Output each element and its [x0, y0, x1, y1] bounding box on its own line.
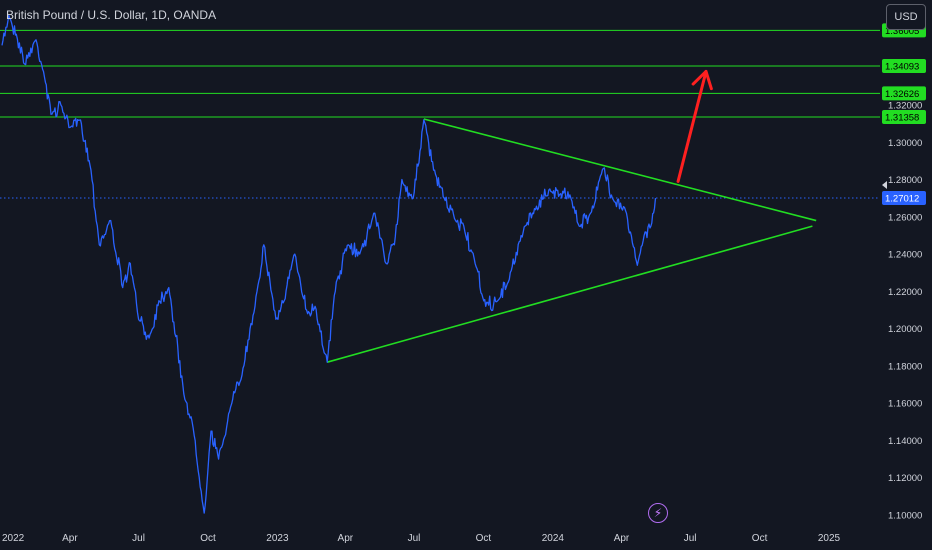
x-tick-label: Oct [200, 533, 216, 544]
y-tick-label: 1.26000 [888, 212, 922, 223]
level-tag-bg [882, 109, 926, 124]
lightning-bolt-icon[interactable]: ⚡ [648, 503, 668, 523]
x-tick-label: 2023 [266, 533, 289, 544]
y-tick-label: 1.20000 [888, 324, 922, 335]
lower-trendline [327, 225, 813, 363]
level-tag-bg [882, 58, 926, 73]
upper-trendline [423, 118, 817, 222]
x-tick-label: Apr [614, 533, 630, 544]
y-tick-label: 1.30000 [888, 138, 922, 149]
level-tag-label: 1.36005 [885, 26, 919, 37]
x-tick-label: Jul [408, 533, 421, 544]
x-tick-label: 2025 [818, 533, 841, 544]
x-tick-label: 2022 [2, 533, 25, 544]
projection-arrow-head [691, 69, 713, 91]
x-tick-label: Oct [476, 533, 492, 544]
level-price-tag: 1.32626 [882, 86, 926, 101]
chart-title: British Pound / U.S. Dollar, 1D, OANDA [6, 8, 217, 22]
x-tick-label: Apr [338, 533, 354, 544]
level-tag-label: 1.34093 [885, 61, 919, 72]
currency-button[interactable]: USD [886, 4, 926, 30]
x-tick-label: Jul [684, 533, 697, 544]
level-tag-label: 1.31358 [885, 112, 919, 123]
y-tick-label: 1.22000 [888, 287, 922, 298]
x-tick-label: Apr [62, 533, 78, 544]
x-tick-label: Jul [132, 533, 145, 544]
current-price-tag: 1.27012 [882, 180, 926, 205]
level-price-tag: 1.34093 [882, 58, 926, 73]
y-tick-label: 1.14000 [888, 436, 922, 447]
y-tick-label: 1.12000 [888, 473, 922, 484]
projection-arrow [676, 69, 708, 183]
x-tick-label: Oct [752, 533, 768, 544]
price-series-line [1, 14, 657, 514]
level-price-tag: 1.31358 [882, 109, 926, 124]
y-tick-label: 1.10000 [888, 511, 922, 522]
current-tag-bg [882, 190, 926, 205]
y-tick-label: 1.28000 [888, 175, 922, 186]
current-tag-label: 1.27012 [885, 193, 919, 204]
level-tag-bg [882, 86, 926, 101]
x-tick-label: 2024 [542, 533, 565, 544]
y-tick-label: 1.24000 [888, 250, 922, 261]
y-tick-label: 1.16000 [888, 399, 922, 410]
y-tick-label: 1.32000 [888, 101, 922, 112]
y-tick-label: 1.18000 [888, 361, 922, 372]
current-price-marker [882, 180, 887, 189]
level-tag-label: 1.32626 [885, 89, 919, 100]
